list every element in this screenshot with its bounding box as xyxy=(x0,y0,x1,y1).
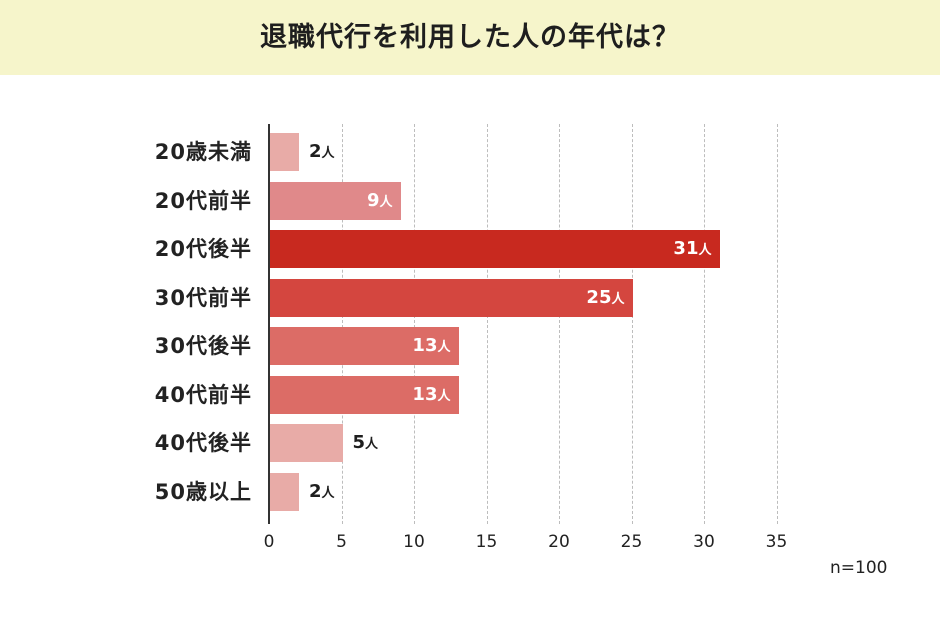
value-number: 13 xyxy=(412,383,438,405)
unit-label: 人 xyxy=(437,388,451,404)
bar xyxy=(270,424,343,462)
category-label: 20代前半 xyxy=(154,188,252,213)
bar-value-label: 13人 xyxy=(369,327,451,365)
gridline xyxy=(414,124,415,524)
value-number: 5 xyxy=(352,432,366,453)
gridline xyxy=(486,124,488,524)
bar xyxy=(270,327,459,365)
x-tick-label: 5 xyxy=(336,532,347,552)
x-tick-label: 30 xyxy=(693,532,715,552)
unit-label: 人 xyxy=(611,291,625,307)
unit-label: 人 xyxy=(379,194,393,210)
bar-value-label: 9人 xyxy=(311,182,393,220)
sample-size-note: n=100 xyxy=(830,558,888,578)
x-tick-label: 10 xyxy=(403,532,425,552)
unit-label: 人 xyxy=(698,243,712,258)
category-label: 30代前半 xyxy=(154,285,252,310)
gridline xyxy=(776,124,778,524)
category-label: 30代後半 xyxy=(154,334,252,358)
bar xyxy=(270,472,299,511)
bar xyxy=(270,278,633,317)
unit-label: 人 xyxy=(365,437,379,452)
category-label: 20代後半 xyxy=(154,237,252,261)
bar xyxy=(270,181,401,220)
gridline xyxy=(704,124,705,524)
unit-label: 人 xyxy=(321,146,335,161)
bar-value-label: 2人 xyxy=(309,473,335,511)
gridline xyxy=(341,124,343,524)
bar-value-label: 2人 xyxy=(309,133,335,171)
bar xyxy=(270,375,459,414)
y-axis-line xyxy=(268,124,270,524)
value-number: 9 xyxy=(366,189,380,211)
title-banner xyxy=(0,0,940,75)
value-number: 2 xyxy=(309,141,322,162)
value-number: 31 xyxy=(673,238,699,259)
unit-label: 人 xyxy=(321,485,335,501)
gridline xyxy=(631,124,633,524)
gridline xyxy=(559,124,560,524)
category-label: 50歳以上 xyxy=(154,479,252,504)
category-label: 40代後半 xyxy=(154,431,252,455)
x-tick-label: 25 xyxy=(620,532,643,552)
bar-value-label: 31人 xyxy=(630,230,712,268)
x-tick-label: 15 xyxy=(475,532,498,552)
category-label: 40代前半 xyxy=(154,382,252,407)
x-tick-label: 35 xyxy=(765,532,788,552)
chart-title: 退職代行を利用した人の年代は？ xyxy=(260,22,680,53)
bar xyxy=(270,133,299,171)
category-label: 20歳未満 xyxy=(154,140,252,164)
bar-value-label: 5人 xyxy=(353,424,379,462)
x-tick-label: 20 xyxy=(548,532,570,552)
value-number: 25 xyxy=(586,286,612,308)
bar-value-label: 25人 xyxy=(543,279,625,317)
value-number: 2 xyxy=(309,480,322,502)
bar xyxy=(270,230,720,268)
unit-label: 人 xyxy=(437,340,451,355)
x-tick-label: 0 xyxy=(263,532,275,552)
bar-value-label: 13人 xyxy=(369,376,451,414)
value-number: 13 xyxy=(412,335,438,356)
